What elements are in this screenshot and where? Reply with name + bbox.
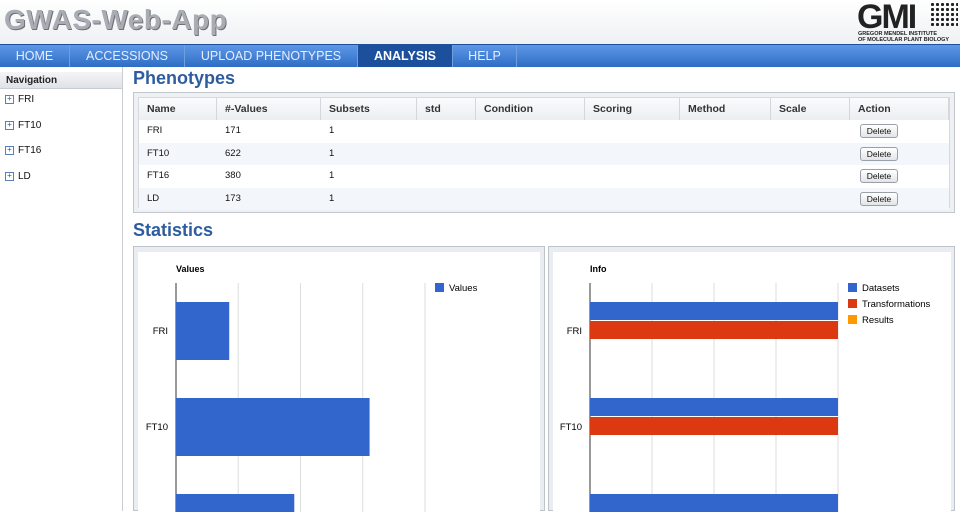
table-cell: LD: [147, 192, 160, 204]
chart-bg: [553, 252, 951, 512]
table-cell: 622: [225, 147, 241, 159]
column-header[interactable]: Scale: [771, 98, 850, 120]
bar: [176, 302, 230, 360]
header: GWAS-Web-App GMI GREGOR MENDEL INSTITUTE…: [0, 0, 960, 44]
table-cell: 173: [225, 192, 241, 204]
y-tick-label: FT10: [560, 422, 582, 433]
y-tick-label: FT10: [146, 422, 168, 433]
delete-button[interactable]: Delete: [860, 146, 898, 161]
bar: [176, 494, 295, 512]
sidebar-title: Navigation: [0, 72, 122, 89]
nav-item[interactable]: ANALYSIS: [358, 45, 453, 67]
chart-bg: [138, 252, 540, 512]
table: Name #-Values Subsets std Condition Scoring Me…: [138, 97, 950, 210]
logo-text: OF MOLECULAR PLANT BIOLOGY: [858, 37, 950, 43]
logo-dots: [930, 2, 958, 28]
nav-item[interactable]: ACCESSIONS: [70, 45, 185, 67]
column-header[interactable]: #-Values: [217, 98, 321, 120]
bar: [590, 302, 838, 320]
table-row: FT16 380 1 Delete: [139, 165, 949, 187]
column-header[interactable]: Action: [850, 98, 949, 120]
legend-swatch: [848, 315, 857, 324]
column-header[interactable]: Subsets: [321, 98, 417, 120]
app-title: GWAS-Web-App: [4, 4, 228, 35]
table-cell: 1: [329, 192, 335, 204]
legend-swatch: [848, 299, 857, 308]
nav-item[interactable]: HOME: [0, 45, 70, 67]
chart-panel: Values FRI FT10 Values: [133, 246, 545, 512]
y-tick-label: FRI: [153, 326, 168, 337]
section-title: Phenotypes: [133, 68, 236, 88]
table-cell: 1: [329, 170, 335, 181]
legend-label: Results: [862, 315, 894, 326]
chart-title: Info: [590, 264, 607, 274]
table-cell: 171: [225, 125, 241, 136]
bar: [590, 321, 838, 339]
table-row: FRI 171 1 Delete: [139, 120, 949, 142]
section-title: Statistics: [133, 220, 214, 240]
delete-button[interactable]: Delete: [860, 169, 898, 183]
column-header[interactable]: Scoring: [585, 98, 680, 120]
delete-button[interactable]: Delete: [860, 191, 898, 206]
nav-item[interactable]: HELP: [453, 45, 517, 67]
nav-item[interactable]: UPLOAD PHENOTYPES: [185, 45, 358, 67]
table-panel: Name #-Values Subsets std Condition Scoring Me…: [133, 92, 955, 213]
table-row: FT10 622 1 Delete: [139, 142, 949, 165]
legend-label: Values: [449, 283, 478, 294]
chart-title: Values: [176, 264, 205, 274]
logo: GMI: [857, 0, 917, 36]
table-cell: 380: [225, 170, 241, 181]
table-cell: FT10: [147, 147, 170, 159]
sidebar-item[interactable]: LD: [5, 171, 31, 182]
logo-text: GREGOR MENDEL INSTITUTE: [858, 31, 938, 37]
table-cell: 1: [329, 125, 335, 136]
table-row: LD 173 1 Delete: [139, 187, 949, 210]
bar: [590, 398, 838, 416]
legend-swatch: [435, 283, 444, 292]
sidebar-item[interactable]: FRI: [5, 94, 34, 105]
legend-swatch: [848, 283, 857, 292]
legend-label: Transformations: [862, 299, 931, 310]
nav-bar: HOME ACCESSIONS UPLOAD PHENOTYPES ANALYSIS H…: [0, 44, 960, 67]
delete-button[interactable]: Delete: [860, 124, 898, 138]
table-cell: FRI: [147, 125, 163, 136]
sidebar: Navigation FRI FT10 FT16 LD: [0, 67, 123, 511]
sidebar-item[interactable]: FT10: [5, 120, 41, 131]
column-header[interactable]: Method: [680, 98, 771, 120]
table-cell: 1: [329, 147, 335, 159]
column-header[interactable]: Condition: [476, 98, 585, 120]
chart: Info FRI FT10 Datasets Transformations Result…: [553, 252, 951, 512]
chart: Values FRI FT10 Values: [138, 252, 540, 512]
column-header[interactable]: Name: [139, 98, 217, 120]
legend-label: Datasets: [862, 283, 900, 294]
sidebar-item[interactable]: FT16: [5, 145, 41, 156]
table-cell: FT16: [147, 170, 170, 181]
chart-panel: Info FRI FT10 Datasets Transformations Result…: [548, 246, 955, 512]
bar: [176, 398, 370, 456]
bar: [590, 494, 838, 512]
bar: [590, 417, 838, 435]
y-tick-label: FRI: [567, 326, 582, 337]
column-header[interactable]: std: [417, 98, 476, 120]
